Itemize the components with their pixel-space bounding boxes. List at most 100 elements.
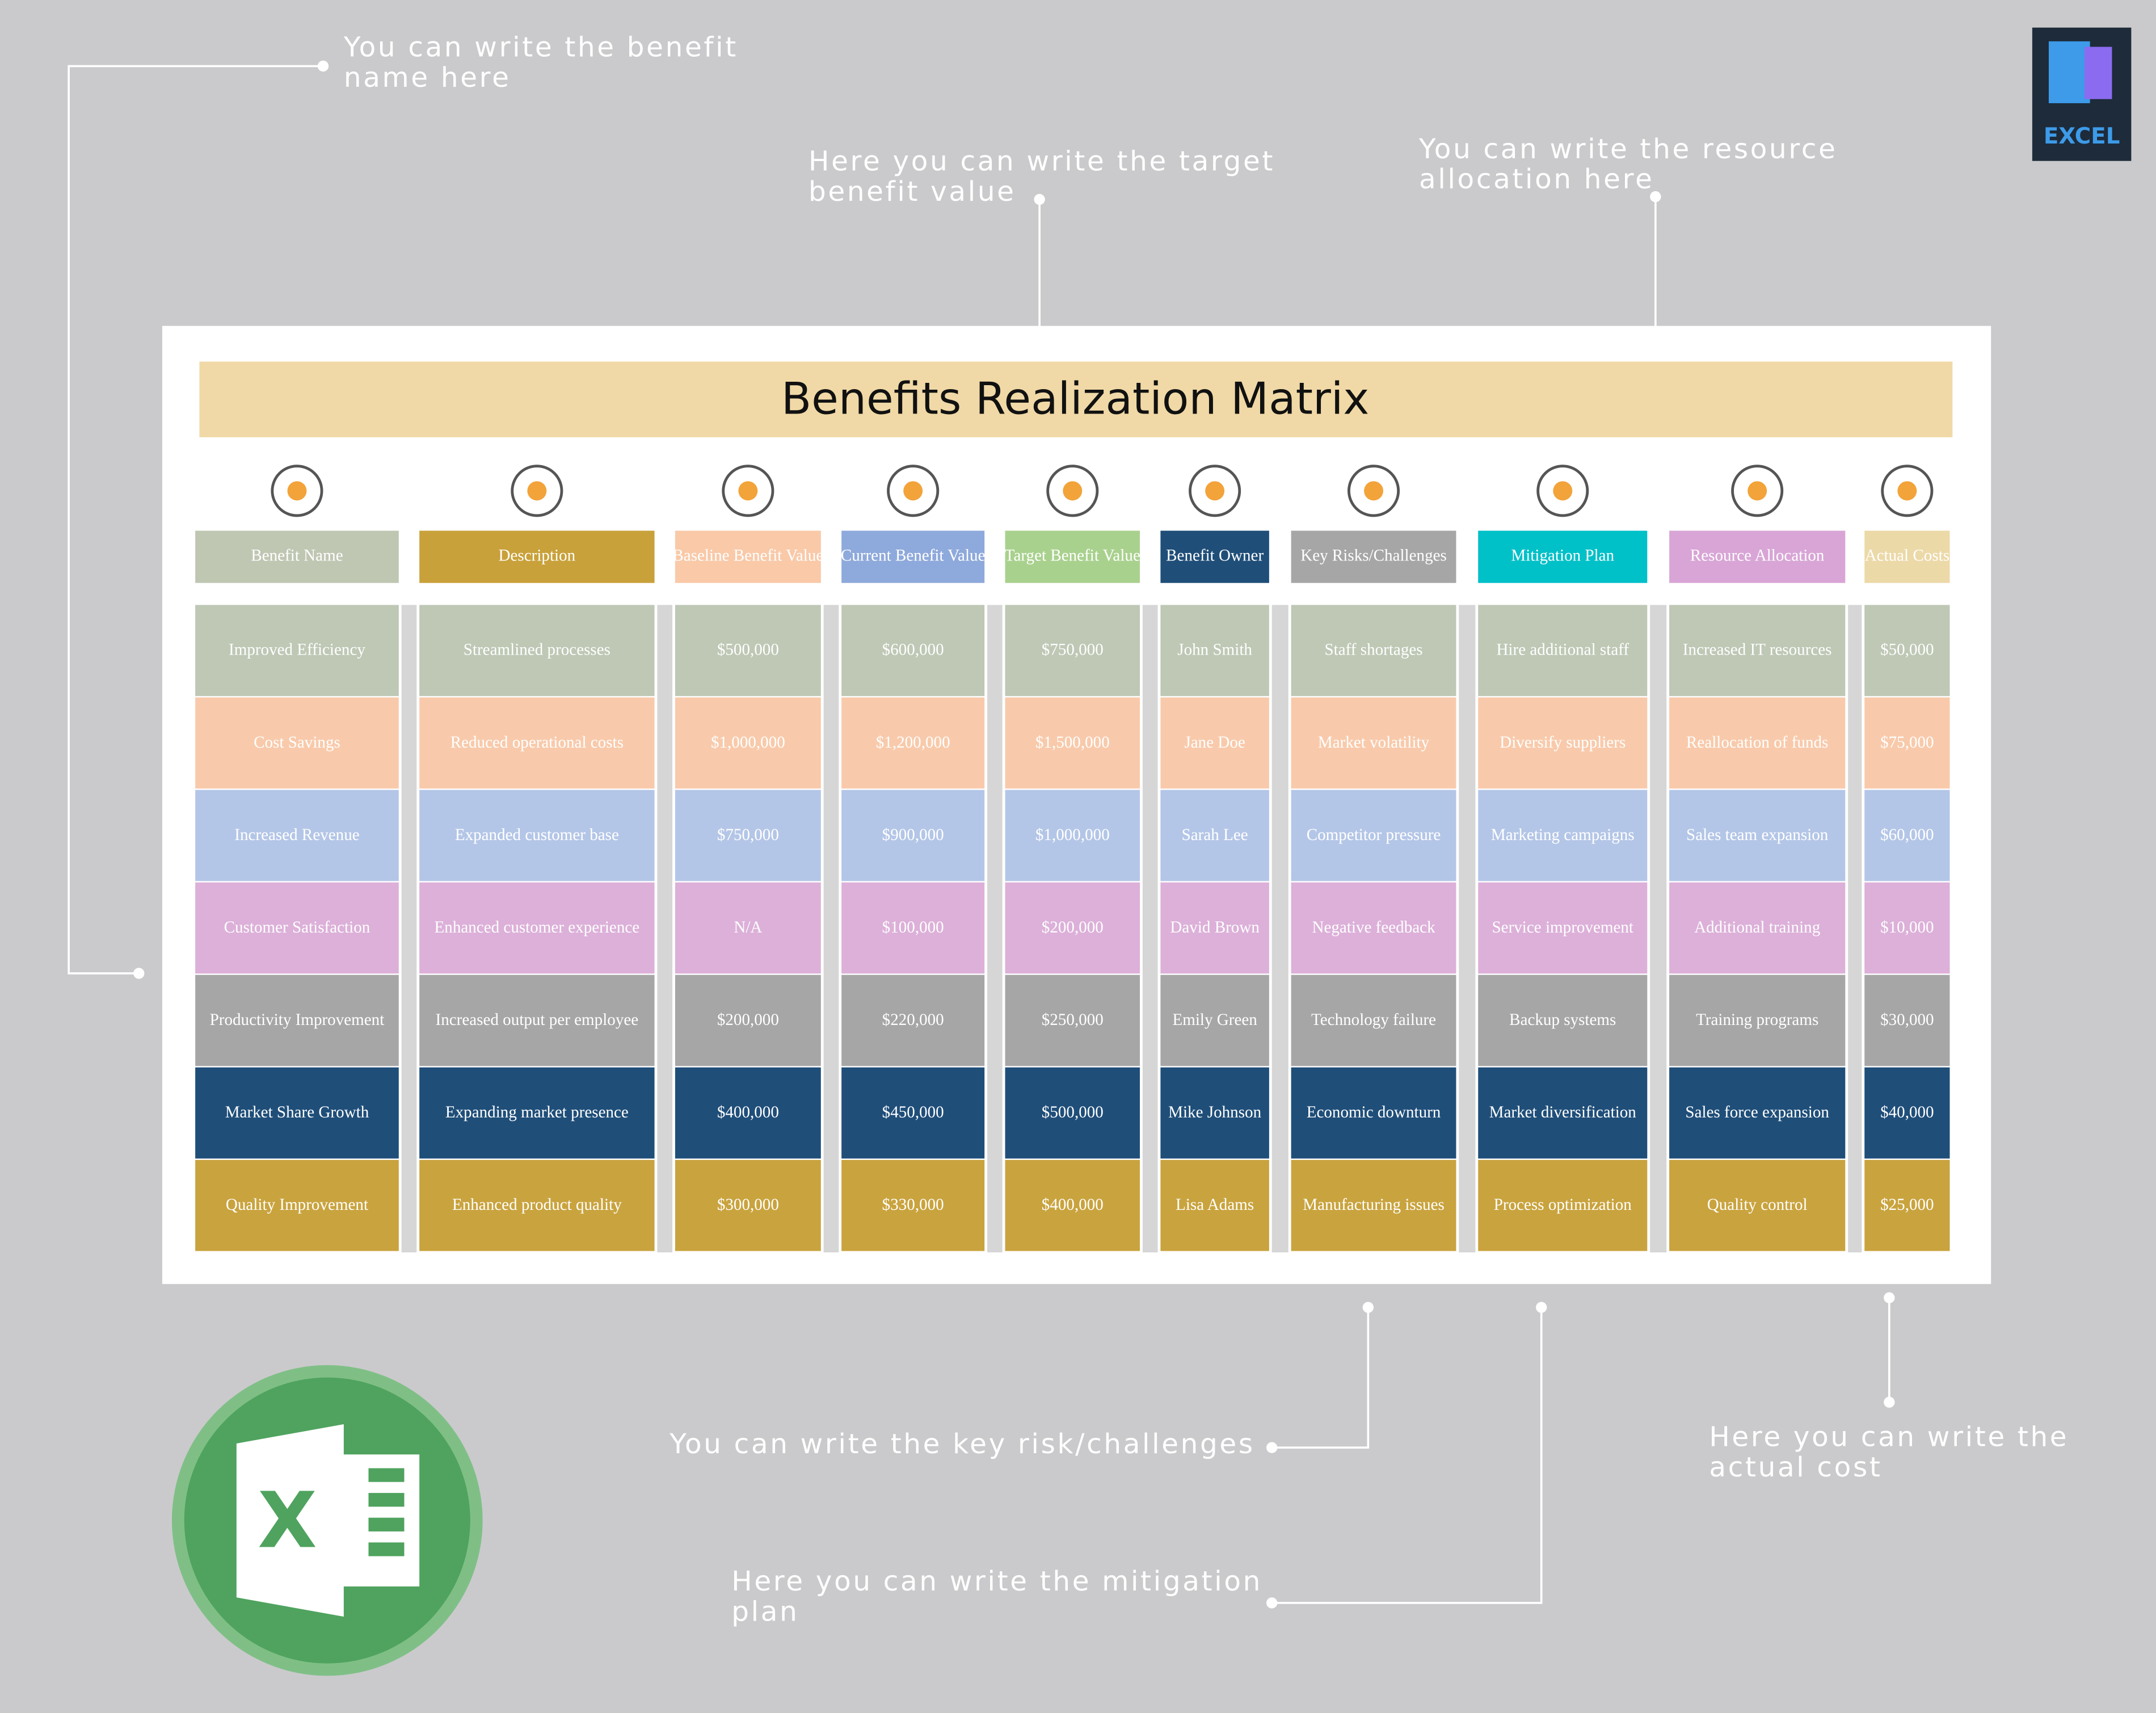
cell-text: Reduced operational costs (450, 733, 624, 752)
cell-text: David Brown (1170, 918, 1260, 936)
table-cell (1005, 882, 1140, 974)
cell-text: Lisa Adams (1176, 1196, 1254, 1214)
header-cell (675, 530, 821, 583)
cell-text: Expanded customer base (455, 826, 619, 844)
table-cell (195, 1159, 399, 1251)
cell-text: $1,500,000 (1035, 733, 1110, 752)
header-label: Actual Costs (1865, 546, 1949, 564)
connector (68, 65, 323, 974)
table-cell (195, 697, 399, 789)
table-cell (195, 882, 399, 974)
table-cell (1669, 605, 1846, 697)
cell-text: Competitor pressure (1307, 826, 1441, 844)
table-cell (1005, 1159, 1140, 1251)
table-cell (1669, 1159, 1846, 1251)
cell-text: $40,000 (1880, 1103, 1934, 1121)
header-cell (419, 530, 655, 583)
table-cell (1864, 1159, 1950, 1251)
table-cell (1005, 1067, 1140, 1159)
header-label: Description (499, 546, 576, 564)
cell-text: Market volatility (1318, 733, 1430, 752)
table-cell (1864, 605, 1950, 697)
header-icon (903, 481, 923, 501)
table-cell (1291, 882, 1456, 974)
column-gap (1142, 605, 1158, 1252)
table-cell (1160, 790, 1269, 881)
cell-text: $100,000 (882, 918, 944, 936)
table-cell (1291, 790, 1456, 881)
header-icon (1536, 465, 1589, 517)
table-cell (841, 790, 985, 881)
table-cell (1291, 1159, 1456, 1251)
cell-text: $1,000,000 (1035, 826, 1110, 844)
table-cell (1864, 882, 1950, 974)
annotation: actual cost (1709, 1452, 1882, 1483)
header-icon (1897, 481, 1917, 501)
table-cell (419, 697, 655, 789)
table-cell (1669, 974, 1846, 1066)
cell-text: Reallocation of funds (1686, 733, 1828, 752)
header-icon (1205, 481, 1225, 501)
header-icon (738, 481, 758, 501)
table-cell (841, 1067, 985, 1159)
table-cell (1160, 697, 1269, 789)
cell-text: $25,000 (1880, 1196, 1934, 1214)
cell-text: Manufacturing issues (1303, 1196, 1445, 1214)
header-icon (1553, 481, 1573, 501)
table-cell (1160, 882, 1269, 974)
header-cell (1669, 530, 1846, 583)
table-cell (1669, 1067, 1846, 1159)
header-icon (511, 465, 563, 517)
table-cell (1160, 1159, 1269, 1251)
table-cell (675, 882, 821, 974)
table-cell (675, 697, 821, 789)
table-cell (1005, 974, 1140, 1066)
table-cell (195, 790, 399, 881)
header-cell (1478, 530, 1648, 583)
table-cell (1005, 790, 1140, 881)
annotation: plan (731, 1596, 799, 1627)
cell-text: Negative feedback (1312, 918, 1435, 936)
header-cell (1291, 530, 1456, 583)
header-cell (1005, 530, 1140, 583)
table-cell (1864, 790, 1950, 881)
table-cell (1478, 697, 1648, 789)
cell-text: Jane Doe (1184, 733, 1245, 752)
badge-icon (2048, 41, 2090, 103)
header-label: Key Risks/Challenges (1300, 546, 1447, 564)
sheet-title: Benefits Realization Matrix (781, 373, 1369, 424)
cell-text: $400,000 (717, 1103, 779, 1121)
annotation: allocation here (1419, 163, 1654, 195)
annotation: benefit value (809, 176, 1016, 208)
table-cell (419, 882, 655, 974)
annotation: You can write the key risk/challenges (669, 1428, 1255, 1460)
table-cell (1478, 790, 1648, 881)
cell-text: Quality Improvement (226, 1196, 368, 1214)
cell-text: $600,000 (882, 641, 944, 659)
cell-text: Hire additional staff (1496, 641, 1629, 659)
header-icon (1364, 481, 1384, 501)
cell-text: $900,000 (882, 826, 944, 844)
cell-text: $1,200,000 (876, 733, 950, 752)
cell-text: $250,000 (1042, 1011, 1104, 1029)
table-cell (841, 605, 985, 697)
column-gap (1271, 605, 1288, 1252)
cell-text: Sales force expansion (1685, 1103, 1829, 1121)
header-icon (287, 481, 307, 501)
cell-text: Cost Savings (254, 733, 340, 752)
cell-text: Sarah Lee (1182, 826, 1248, 844)
cell-text: $1,000,000 (711, 733, 785, 752)
table-cell (1160, 1067, 1269, 1159)
header-label: Benefit Owner (1166, 546, 1264, 564)
table-cell (195, 974, 399, 1066)
table-cell (841, 1159, 985, 1251)
cell-text: Quality control (1707, 1196, 1808, 1214)
header-icon (1046, 465, 1099, 517)
table-cell (841, 697, 985, 789)
table-cell (675, 790, 821, 881)
table-cell (675, 605, 821, 697)
table-cell (841, 882, 985, 974)
header-label: Resource Allocation (1690, 546, 1825, 564)
